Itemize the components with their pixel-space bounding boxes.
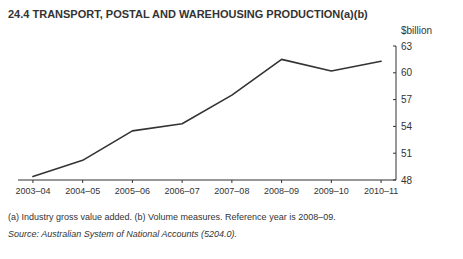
x-tick (182, 180, 183, 183)
x-tick (132, 180, 133, 183)
y-tick-label: 48 (401, 175, 413, 186)
y-tick-label: 54 (401, 121, 413, 132)
y-tick (393, 72, 396, 73)
y-tick-label: 63 (401, 41, 413, 52)
y-axis-label: $billion (401, 25, 432, 36)
chart: 24.4 TRANSPORT, POSTAL AND WAREHOUSING P… (0, 0, 463, 259)
x-axis (18, 180, 396, 181)
y-tick-label: 57 (401, 94, 413, 105)
y-tick-label: 60 (401, 67, 413, 78)
x-tick-label: 2004–05 (65, 186, 100, 196)
x-tick-label: 2010–11 (364, 186, 398, 196)
x-tick (331, 180, 332, 183)
x-tick-label: 2003–04 (15, 186, 50, 196)
y-tick (393, 99, 396, 100)
y-tick (393, 126, 396, 127)
footnote: Source: Australian System of National Ac… (8, 229, 237, 239)
y-tick-label: 51 (401, 148, 413, 159)
footnote: (a) Industry gross value added. (b) Volu… (8, 212, 336, 222)
line (33, 59, 381, 176)
plot-area (33, 59, 381, 176)
x-tick (281, 180, 282, 183)
y-tick (393, 153, 396, 154)
x-tick (82, 180, 83, 183)
x-tick (32, 180, 33, 183)
x-tick (231, 180, 232, 183)
x-tick-label: 2006–07 (165, 186, 200, 196)
x-tick-label: 2009–10 (314, 186, 349, 196)
x-tick (381, 180, 382, 183)
y-tick (393, 46, 396, 47)
y-axis (396, 46, 397, 180)
title: 24.4 TRANSPORT, POSTAL AND WAREHOUSING P… (8, 8, 368, 20)
x-tick-label: 2005–06 (115, 186, 150, 196)
y-tick (393, 180, 396, 181)
x-tick-label: 2008–09 (264, 186, 299, 196)
x-tick-label: 2007–08 (214, 186, 249, 196)
